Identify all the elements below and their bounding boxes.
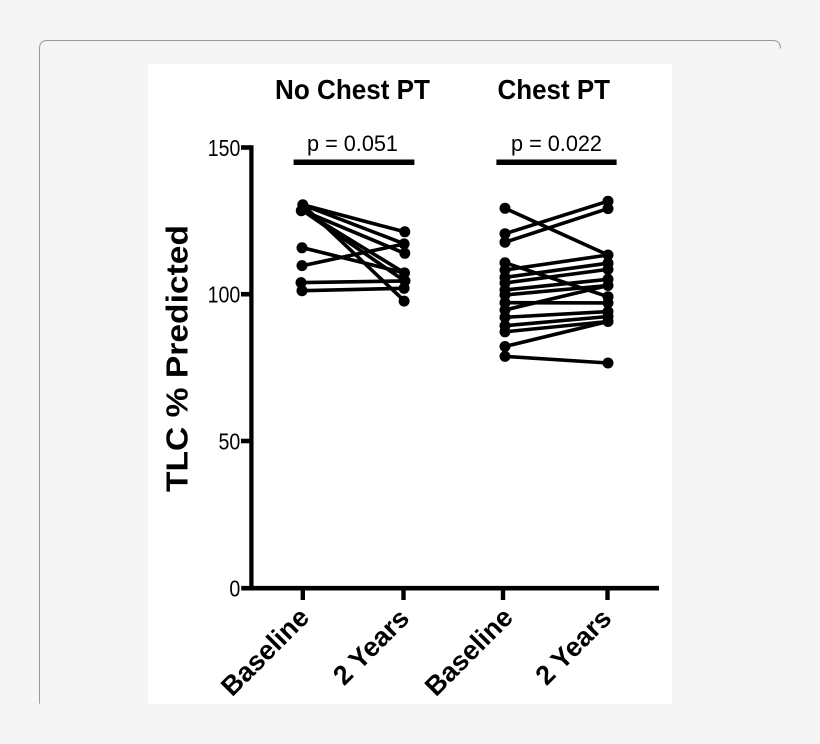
svg-text:No Chest PT: No Chest PT xyxy=(275,74,430,105)
svg-text:2 Years: 2 Years xyxy=(327,603,415,691)
svg-text:150: 150 xyxy=(208,135,241,161)
svg-text:50: 50 xyxy=(219,428,241,454)
svg-text:100: 100 xyxy=(208,282,241,308)
svg-text:0: 0 xyxy=(229,576,240,602)
svg-text:p = 0.022: p = 0.022 xyxy=(511,131,602,156)
svg-text:TLC % Predicted: TLC % Predicted xyxy=(160,225,195,492)
svg-text:Baseline: Baseline xyxy=(419,602,519,702)
svg-text:2 Years: 2 Years xyxy=(529,603,617,691)
svg-text:p = 0.051: p = 0.051 xyxy=(307,131,398,156)
svg-text:Baseline: Baseline xyxy=(215,602,315,702)
svg-text:Chest PT: Chest PT xyxy=(498,74,611,105)
